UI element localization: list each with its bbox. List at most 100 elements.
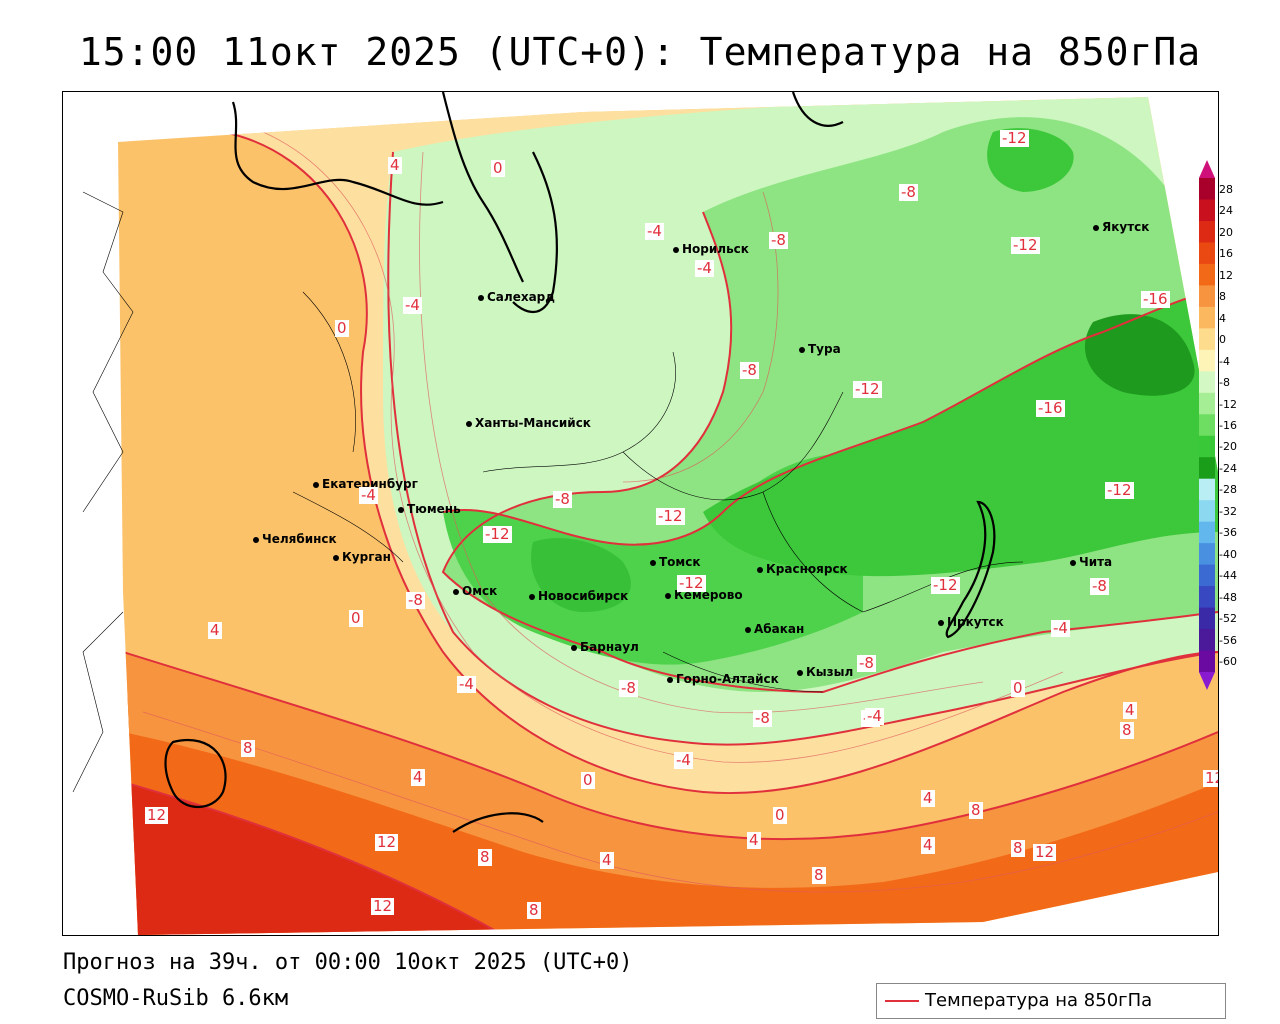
contour-label: -12 [1105, 481, 1134, 499]
colorbar-tick-label: -24 [1219, 461, 1237, 475]
contour-label: 4 [600, 851, 614, 869]
contour-label: -12 [677, 574, 706, 592]
city-abakan[interactable]: Абакан [745, 622, 804, 636]
contour-label: -16 [1036, 399, 1065, 417]
city-salekhard[interactable]: Салехард [478, 290, 555, 304]
contour-label: -4 [674, 751, 693, 769]
contour-label: 0 [349, 609, 363, 627]
contour-label: -4 [645, 222, 664, 240]
colorbar-tick-label: 8 [1219, 290, 1226, 304]
city-tomsk[interactable]: Томск [650, 555, 701, 569]
colorbar-swatch [1199, 414, 1215, 437]
colorbar-tick-label: -44 [1219, 569, 1237, 583]
colorbar-swatch [1199, 650, 1215, 673]
contour-label: 8 [812, 866, 826, 884]
colorbar-tick-label: -52 [1219, 612, 1237, 626]
contour-label: 4 [921, 789, 935, 807]
colorbar-swatch [1199, 543, 1215, 566]
contour-label: 8 [478, 848, 492, 866]
contour-label: 4 [747, 831, 761, 849]
contour-label: 4 [388, 156, 402, 174]
colorbar-swatch [1199, 521, 1215, 544]
colorbar-tick-label: 28 [1219, 182, 1233, 196]
colorbar-swatch [1199, 478, 1215, 501]
contour-label: 4 [1123, 701, 1137, 719]
city-yakutsk[interactable]: Якутск [1093, 220, 1149, 234]
coastline [164, 92, 996, 833]
city-ekaterinburg[interactable]: Екатеринбург [313, 477, 418, 491]
legend: Температура на 850гПа [876, 983, 1226, 1019]
colorbar-tick-label: -32 [1219, 504, 1237, 518]
contour-label: 4 [208, 621, 222, 639]
colorbar-swatch [1199, 564, 1215, 587]
colorbar-tick-label: 20 [1219, 225, 1233, 239]
contour-label: -12 [1011, 236, 1040, 254]
contour-label: 8 [969, 801, 983, 819]
city-gorno-altaysk[interactable]: Горно-Алтайск [667, 672, 779, 686]
city-omsk[interactable]: Омск [453, 584, 497, 598]
colorbar-tick-label: 4 [1219, 311, 1226, 325]
colorbar-arrow-bottom [1199, 672, 1215, 690]
contour-label: 4 [921, 836, 935, 854]
contour-label: 8 [241, 739, 255, 757]
colorbar-swatch [1199, 586, 1215, 609]
contour-label: 12 [1033, 843, 1057, 861]
city-norilsk[interactable]: Норильск [673, 242, 749, 256]
colorbar-swatch [1199, 285, 1215, 308]
contour-label: -8 [619, 679, 638, 697]
contour-label: -12 [483, 525, 512, 543]
city-novosibirsk[interactable]: Новосибирск [529, 589, 628, 603]
city-tura[interactable]: Тура [799, 342, 841, 356]
city-barnaul[interactable]: Барнаул [571, 640, 639, 654]
colorbar-swatch [1199, 457, 1215, 480]
contour-label: 12 [375, 833, 399, 851]
contour-label: -12 [1000, 129, 1029, 147]
city-chelyabinsk[interactable]: Челябинск [253, 532, 337, 546]
colorbar-swatch [1199, 435, 1215, 458]
city-krasnoyarsk[interactable]: Красноярск [757, 562, 848, 576]
contour-label: 12 [371, 897, 395, 915]
map-canvas [72, 92, 1218, 935]
contour-label: 4 [411, 768, 425, 786]
colorbar-tick-label: -12 [1219, 397, 1237, 411]
city-chita[interactable]: Чита [1070, 555, 1112, 569]
city-kurgan[interactable]: Курган [333, 550, 391, 564]
colorbar-swatch [1199, 263, 1215, 286]
city-irkutsk[interactable]: Иркутск [938, 615, 1004, 629]
colorbar-tick-label: -60 [1219, 655, 1237, 669]
colorbar-tick-label: 0 [1219, 333, 1226, 347]
contour-label: -8 [857, 654, 876, 672]
city-tyumen[interactable]: Тюмень [398, 502, 461, 516]
contour-label: -4 [403, 296, 422, 314]
temperature-map[interactable]: Норильск Якутск Салехард Тура Ханты-Манс… [62, 91, 1219, 936]
colorbar-swatch [1199, 392, 1215, 415]
admin-borders [72, 191, 1024, 793]
colorbar-tick-label: -8 [1219, 376, 1230, 390]
colorbar-tick-label: -56 [1219, 633, 1237, 647]
contour-label: 8 [1120, 721, 1134, 739]
colorbar-tick-label: -36 [1219, 526, 1237, 540]
contour-label: -4 [457, 675, 476, 693]
city-kyzyl[interactable]: Кызыл [797, 665, 853, 679]
contour-label: -4 [359, 486, 378, 504]
colorbar-swatch [1199, 349, 1215, 372]
hot-zone-16 [123, 782, 503, 935]
contour-label: -8 [406, 591, 425, 609]
colorbar-tick-label: -28 [1219, 483, 1237, 497]
colorbar-swatch [1199, 629, 1215, 652]
contour-label: 0 [335, 319, 349, 337]
city-khanty-mansiysk[interactable]: Ханты-Мансийск [466, 416, 591, 430]
colorbar-swatch [1199, 500, 1215, 523]
legend-label: Температура на 850гПа [925, 990, 1153, 1011]
colorbar-swatch [1199, 242, 1215, 265]
thin-isotherms [142, 131, 1218, 893]
colorbar-swatch [1199, 371, 1215, 394]
colorbar: 28 24 20 16 12 8 4 0 -4 -8 -12 -16 -20 -24 -28 -32 -36 -4… [1199, 160, 1259, 690]
cold-core-16 [1084, 314, 1195, 396]
model-name: COSMO-RuSib 6.6км [63, 986, 289, 1011]
legend-line-swatch [885, 1000, 919, 1002]
contour-label: -8 [553, 490, 572, 508]
colorbar-swatch [1199, 607, 1215, 630]
colorbar-swatch [1199, 328, 1215, 351]
contour-label: 12 [145, 806, 169, 824]
